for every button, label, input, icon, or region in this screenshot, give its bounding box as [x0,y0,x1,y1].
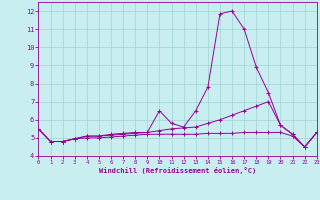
X-axis label: Windchill (Refroidissement éolien,°C): Windchill (Refroidissement éolien,°C) [99,167,256,174]
